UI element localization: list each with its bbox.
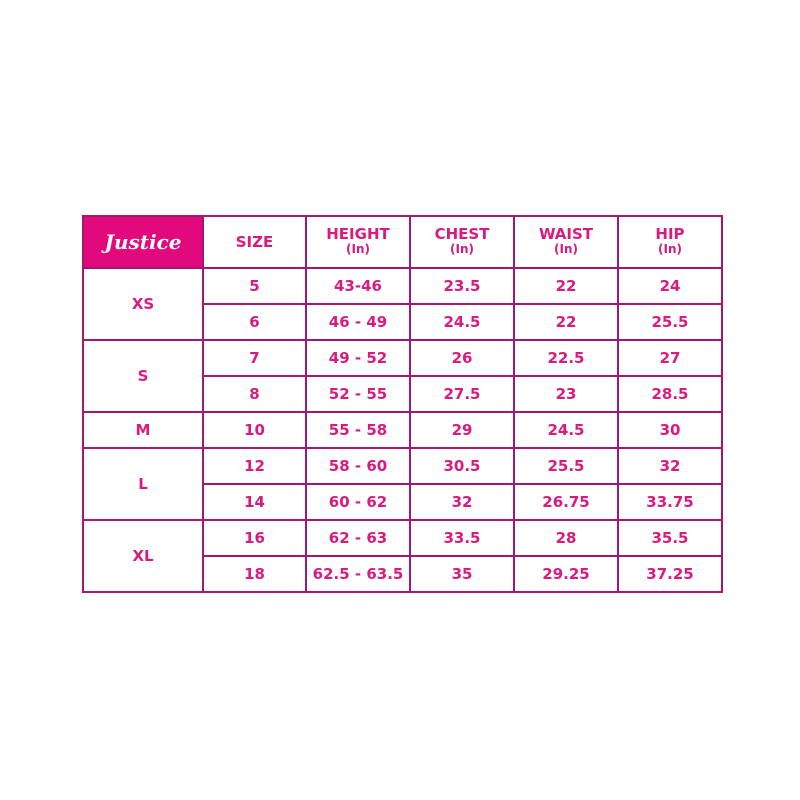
- table-row: 8 52 - 55 27.5 23 28.5: [83, 375, 723, 413]
- table-row: M 10 55 - 58 29 24.5 30: [82, 411, 723, 449]
- cell-height: 60 - 62: [305, 483, 411, 521]
- cell-waist: 29.25: [513, 555, 619, 593]
- header-size: SIZE: [202, 215, 307, 269]
- header-hip: HIP (In): [617, 215, 723, 269]
- cell-size: 7: [202, 339, 307, 377]
- cell-height: 55 - 58: [305, 411, 411, 449]
- header-height: HEIGHT (In): [305, 215, 411, 269]
- cell-height: 62.5 - 63.5: [305, 555, 411, 593]
- table-row: 6 46 - 49 24.5 22 25.5: [83, 303, 723, 341]
- cell-waist: 28: [513, 519, 619, 557]
- table-row: S 7 49 - 52 26 22.5 27: [82, 339, 723, 413]
- size-group-label: XL: [82, 519, 204, 593]
- size-group-label: L: [82, 447, 204, 521]
- cell-height: 62 - 63: [305, 519, 411, 557]
- header-label: HIP: [655, 225, 685, 243]
- cell-hip: 25.5: [617, 303, 723, 341]
- cell-hip: 32: [617, 447, 723, 485]
- cell-chest: 30.5: [409, 447, 515, 485]
- justice-logo: Justice: [82, 215, 204, 269]
- cell-waist: 25.5: [513, 447, 619, 485]
- cell-waist: 23: [513, 375, 619, 413]
- cell-waist: 22: [513, 267, 619, 305]
- cell-size: 16: [202, 519, 307, 557]
- header-label: CHEST: [434, 225, 490, 243]
- cell-chest: 23.5: [409, 267, 515, 305]
- table-row: 18 62.5 - 63.5 35 29.25 37.25: [83, 555, 723, 593]
- cell-height: 58 - 60: [305, 447, 411, 485]
- cell-chest: 33.5: [409, 519, 515, 557]
- table-row: XS 5 43-46 23.5 22 24: [82, 267, 723, 341]
- size-group-label: M: [82, 411, 204, 449]
- table-row: L 12 58 - 60 30.5 25.5 32: [82, 447, 723, 521]
- header-label: SIZE: [235, 232, 274, 251]
- header-waist: WAIST (In): [513, 215, 619, 269]
- cell-size: 10: [202, 411, 307, 449]
- header-label: HEIGHT: [326, 225, 390, 243]
- cell-size: 12: [202, 447, 307, 485]
- table-row: 14 60 - 62 32 26.75 33.75: [83, 483, 723, 521]
- cell-waist: 22: [513, 303, 619, 341]
- size-group-label: XS: [82, 267, 204, 341]
- header-unit: (In): [450, 242, 474, 256]
- header-unit: (In): [554, 242, 578, 256]
- cell-chest: 27.5: [409, 375, 515, 413]
- header-row: Justice SIZE HEIGHT (In) CHEST (In) WAIST (In)…: [82, 215, 723, 269]
- cell-size: 14: [202, 483, 307, 521]
- table-body: XS 5 43-46 23.5 22 24 6 46 - 49 24.5 22 25.5 S 7 49 -…: [82, 267, 723, 593]
- cell-size: 5: [202, 267, 307, 305]
- header-unit: (In): [658, 242, 682, 256]
- cell-hip: 30: [617, 411, 723, 449]
- cell-waist: 24.5: [513, 411, 619, 449]
- size-chart-table: Justice SIZE HEIGHT (In) CHEST (In) WAIST (In)…: [82, 215, 723, 593]
- cell-height: 49 - 52: [305, 339, 411, 377]
- cell-waist: 26.75: [513, 483, 619, 521]
- cell-hip: 33.75: [617, 483, 723, 521]
- cell-hip: 27: [617, 339, 723, 377]
- cell-size: 8: [202, 375, 307, 413]
- cell-chest: 24.5: [409, 303, 515, 341]
- cell-chest: 26: [409, 339, 515, 377]
- cell-hip: 37.25: [617, 555, 723, 593]
- cell-chest: 32: [409, 483, 515, 521]
- cell-height: 46 - 49: [305, 303, 411, 341]
- cell-size: 18: [202, 555, 307, 593]
- header-unit: (In): [346, 242, 370, 256]
- header-label: WAIST: [538, 225, 594, 243]
- size-group-label: S: [82, 339, 204, 413]
- cell-hip: 28.5: [617, 375, 723, 413]
- table-row: XL 16 62 - 63 33.5 28 35.5: [82, 519, 723, 593]
- cell-waist: 22.5: [513, 339, 619, 377]
- cell-height: 52 - 55: [305, 375, 411, 413]
- header-chest: CHEST (In): [409, 215, 515, 269]
- cell-size: 6: [202, 303, 307, 341]
- cell-chest: 29: [409, 411, 515, 449]
- cell-hip: 35.5: [617, 519, 723, 557]
- cell-chest: 35: [409, 555, 515, 593]
- cell-hip: 24: [617, 267, 723, 305]
- cell-height: 43-46: [305, 267, 411, 305]
